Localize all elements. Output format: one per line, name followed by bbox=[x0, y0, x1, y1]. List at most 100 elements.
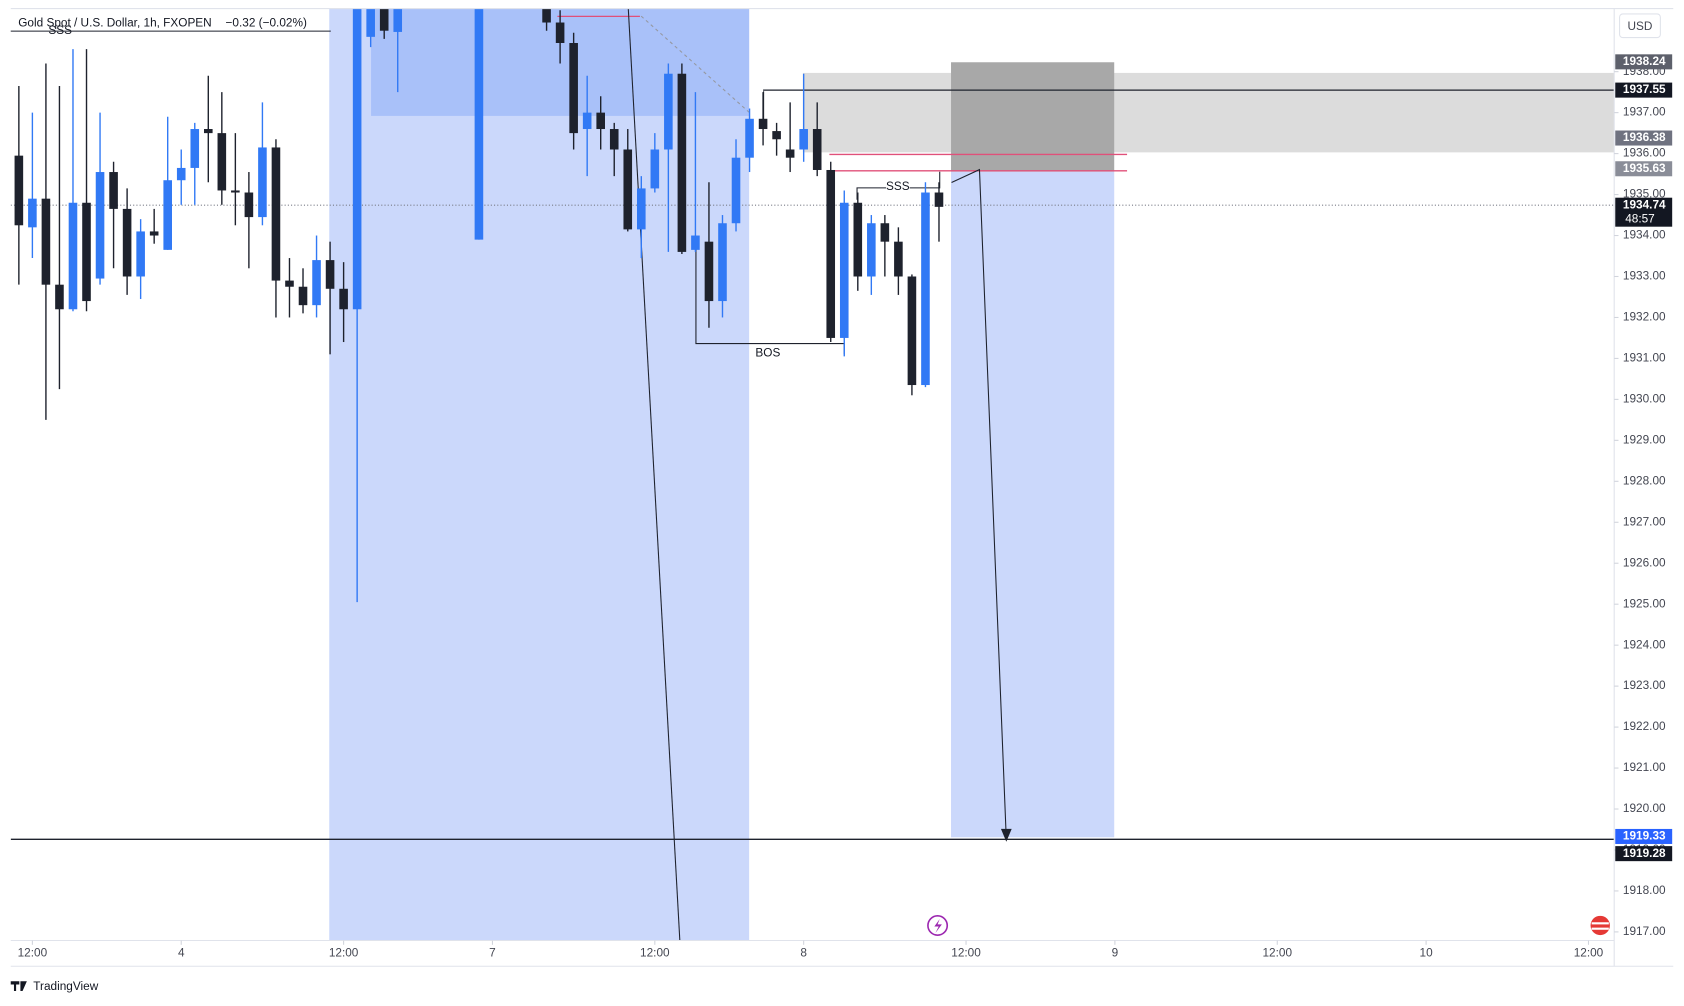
label-bg bbox=[758, 345, 780, 360]
candle-body bbox=[379, 8, 389, 31]
x-tick-label: 12:00 bbox=[640, 946, 670, 960]
diagonal-line bbox=[627, 8, 681, 941]
price-tag-label: 1937.55 bbox=[1623, 82, 1666, 96]
y-tick-label: 1920.00 bbox=[1623, 801, 1666, 815]
y-tick-label: 1926.00 bbox=[1623, 555, 1666, 569]
candle-body bbox=[758, 118, 768, 130]
y-tick-label: 1924.00 bbox=[1623, 637, 1666, 651]
annotation: BOS bbox=[755, 345, 780, 359]
price-tag-label: 1938.24 bbox=[1623, 54, 1666, 68]
y-tick-label: 1935.00 bbox=[1623, 187, 1666, 201]
y-tick-label: 1923.00 bbox=[1623, 678, 1666, 692]
candle-body bbox=[907, 276, 917, 386]
candle-body bbox=[366, 8, 375, 37]
candle-body bbox=[623, 149, 633, 230]
price-tag-label: 1936.38 bbox=[1623, 130, 1666, 144]
projection-arrow bbox=[951, 168, 1007, 840]
candle-body bbox=[109, 172, 118, 209]
candle-body bbox=[745, 118, 754, 158]
logo bbox=[10, 981, 27, 991]
candle-body bbox=[677, 73, 687, 252]
change: −0.32 (−0.02%) bbox=[226, 16, 307, 30]
candle-body bbox=[542, 8, 551, 23]
candle-body bbox=[772, 131, 781, 140]
y-tick-label: 1934.00 bbox=[1623, 228, 1666, 242]
axes: 1917.001918.001919.001920.001921.001922.… bbox=[18, 54, 1673, 960]
candle-body bbox=[41, 198, 51, 285]
candle-body bbox=[325, 260, 335, 289]
candle-body bbox=[867, 223, 876, 277]
candle-body bbox=[704, 241, 714, 302]
x-tick-label: 12:00 bbox=[951, 946, 981, 960]
y-tick-label: 1921.00 bbox=[1623, 760, 1666, 774]
x-tick-label: 10 bbox=[1420, 946, 1434, 960]
candle-body bbox=[190, 129, 200, 168]
x-tick-label: 12:00 bbox=[329, 946, 359, 960]
y-tick-label: 1925.00 bbox=[1623, 596, 1666, 610]
price-tag bbox=[1615, 197, 1673, 227]
candles bbox=[14, 8, 944, 603]
price-tag bbox=[1615, 846, 1673, 862]
candle-body bbox=[650, 149, 660, 189]
x-tick-label: 12:00 bbox=[1262, 946, 1292, 960]
candle-body bbox=[569, 42, 578, 134]
y-tick-label: 1933.00 bbox=[1623, 269, 1666, 283]
candle-body bbox=[718, 223, 727, 302]
annotation: SSS bbox=[48, 23, 72, 37]
candle-body bbox=[176, 167, 186, 181]
price-tag-label: 1934.74 bbox=[1623, 197, 1666, 211]
candle-body bbox=[82, 202, 91, 302]
candle-body bbox=[312, 260, 321, 306]
candle-body bbox=[95, 172, 105, 279]
y-tick-label: 1931.00 bbox=[1623, 351, 1666, 365]
candle-body bbox=[231, 190, 240, 193]
price-tag-label: 1919.28 bbox=[1623, 846, 1666, 860]
candle-body bbox=[55, 284, 64, 310]
chart-title: Gold Spot / U.S. Dollar, 1h, FXOPEN bbox=[18, 16, 211, 30]
countdown: 48:57 bbox=[1625, 211, 1655, 225]
y-tick-label: 1922.00 bbox=[1623, 719, 1666, 733]
candle-body bbox=[474, 8, 484, 240]
price-tag-label: 1919.33 bbox=[1623, 829, 1666, 843]
price-tag-label: 1935.63 bbox=[1623, 161, 1666, 175]
dashed-trend bbox=[640, 15, 750, 114]
brand: TradingView bbox=[33, 979, 98, 993]
candle-body bbox=[203, 129, 213, 134]
candle-body bbox=[217, 133, 227, 191]
x-tick-label: 12:00 bbox=[1574, 946, 1604, 960]
annotation: SSS bbox=[886, 179, 910, 193]
price-tag bbox=[1615, 828, 1673, 844]
y-tick-label: 1927.00 bbox=[1623, 514, 1666, 528]
currency: USD bbox=[1628, 19, 1653, 33]
candle-body bbox=[393, 8, 403, 32]
price-tag bbox=[1615, 82, 1673, 98]
zone bbox=[951, 171, 1115, 838]
candle-body bbox=[298, 286, 308, 306]
candle-body bbox=[894, 241, 903, 277]
candle-body bbox=[853, 202, 863, 277]
y-tick-label: 1932.00 bbox=[1623, 310, 1666, 324]
candle-body bbox=[352, 8, 362, 310]
y-tick-label: 1937.00 bbox=[1623, 105, 1666, 119]
flag-icon[interactable] bbox=[1590, 915, 1610, 936]
price-tag bbox=[1615, 54, 1673, 70]
currency-box[interactable] bbox=[1619, 13, 1661, 39]
zone bbox=[951, 62, 1115, 172]
candle-body bbox=[244, 192, 254, 218]
candle-body bbox=[582, 112, 592, 130]
candle-body bbox=[28, 198, 37, 228]
x-tick-label: 9 bbox=[1112, 946, 1119, 960]
levels bbox=[10, 15, 1615, 840]
zone bbox=[802, 72, 1615, 153]
y-tick-label: 1936.00 bbox=[1623, 146, 1666, 160]
candle-body bbox=[731, 157, 741, 224]
candle-body bbox=[136, 231, 145, 277]
candle-body bbox=[839, 202, 849, 338]
x-tick-label: 7 bbox=[489, 946, 496, 960]
candle-body bbox=[163, 180, 172, 250]
y-tick-label: 1928.00 bbox=[1623, 473, 1666, 487]
candle-body bbox=[934, 192, 944, 207]
